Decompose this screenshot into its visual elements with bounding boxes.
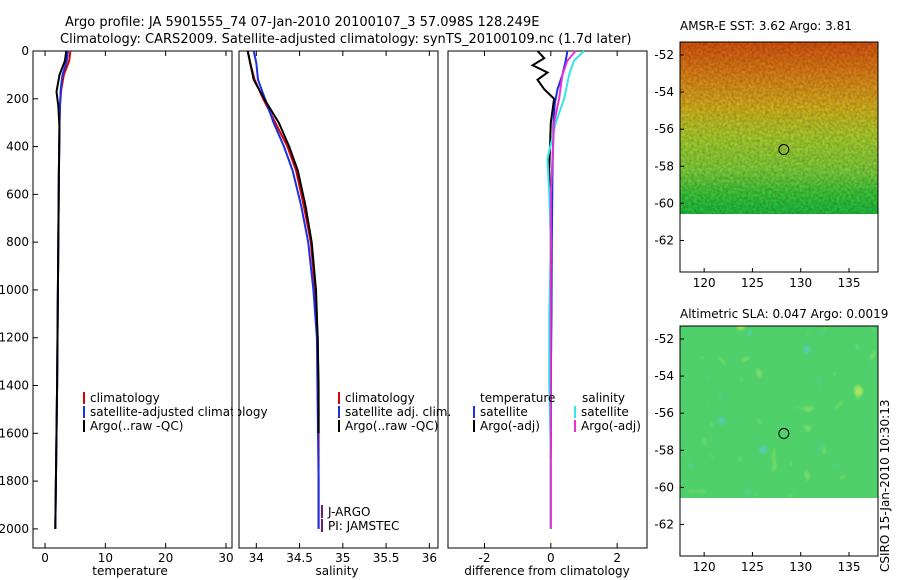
legend-label: climatology — [90, 391, 160, 405]
x-tick-label: 34.5 — [286, 551, 313, 565]
legend-label: satellite adj. clim. — [345, 405, 451, 419]
annotation-line1: J-ARGO — [327, 505, 370, 519]
figure-title-line2: Climatology: CARS2009. Satellite-adjuste… — [60, 32, 632, 47]
y-tick-label: 600 — [6, 187, 29, 201]
y-tick-label: 2000 — [0, 522, 29, 536]
temperature-plot-frame — [32, 50, 233, 549]
temperature-legend: climatology satellite-adjusted climatolo… — [83, 391, 268, 433]
y-tick-label: -62 — [654, 233, 674, 247]
x-tick-label: 36 — [422, 551, 437, 565]
y-tick-label: 1800 — [0, 474, 29, 488]
series-line-argo-raw-qc- — [246, 50, 320, 434]
y-tick-label: 0 — [21, 44, 29, 58]
y-tick-label: 400 — [6, 140, 29, 154]
series-line-climatology — [246, 50, 320, 529]
figure-title-line1: Argo profile: JA 5901555_74 07-Jan-2010 … — [65, 15, 539, 30]
sst-map-title: AMSR-E SST: 3.62 Argo: 3.81 — [680, 19, 852, 33]
sla-map-panel: Altimetric SLA: 0.047 Argo: 0.0019 120 12… — [654, 307, 888, 574]
series-line-satellite-adj-clim- — [252, 50, 320, 529]
salinity-panel: 34 34.5 35 35.5 36 salinity climatology sate… — [238, 50, 451, 578]
y-tick-label: -52 — [654, 332, 674, 346]
legend-label: Argo(-adj) — [581, 419, 641, 433]
legend-title-salinity: salinity — [582, 391, 625, 405]
legend-label: satellite-adjusted climatology — [90, 405, 268, 419]
difference-legend: temperature salinity satellite Argo(-adj… — [473, 391, 641, 433]
series-line-salinity-satellite — [546, 50, 585, 529]
x-tick-label: 2 — [613, 551, 621, 565]
y-tick-label: -58 — [654, 443, 674, 457]
difference-x-label: difference from climatology — [464, 564, 630, 578]
sst-heatmap-texture — [680, 42, 878, 214]
y-tick-label: -58 — [654, 159, 674, 173]
annotation-line2: PI: JAMSTEC — [328, 519, 399, 533]
difference-plot-frame — [447, 50, 648, 549]
y-tick-label: 1600 — [0, 426, 29, 440]
series-line-salinity-argo-adj- — [549, 50, 577, 529]
sla-map-title: Altimetric SLA: 0.047 Argo: 0.0019 — [680, 307, 888, 321]
x-tick-label: 135 — [838, 560, 861, 574]
legend-label: climatology — [345, 391, 415, 405]
x-tick-label: 34 — [249, 551, 264, 565]
temperature-x-label: temperature — [92, 564, 167, 578]
y-tick-label: -56 — [654, 406, 674, 420]
temperature-panel: 0 200 400 600 800 1000 1200 1400 1600 1800 2000 0 10… — [0, 44, 268, 578]
y-tick-label: -54 — [654, 85, 674, 99]
x-tick-label: 120 — [693, 560, 716, 574]
x-tick-label: 130 — [789, 560, 812, 574]
x-tick-label: 130 — [789, 276, 812, 290]
legend-label: satellite — [480, 405, 528, 419]
x-tick-label: 135 — [838, 276, 861, 290]
x-tick-label: 35.5 — [373, 551, 400, 565]
y-tick-label: 1000 — [0, 283, 29, 297]
series-line-argo-raw-qc- — [54, 50, 68, 529]
y-tick-label: -54 — [654, 369, 674, 383]
salinity-x-label: salinity — [315, 564, 358, 578]
sst-argo-location-marker — [778, 144, 790, 156]
x-tick-label: 125 — [741, 560, 764, 574]
legend-label: Argo(..raw -QC) — [90, 419, 183, 433]
y-tick-label: -62 — [654, 517, 674, 531]
x-tick-label: -2 — [478, 551, 490, 565]
legend-label: satellite — [581, 405, 629, 419]
x-tick-label: 125 — [741, 276, 764, 290]
y-tick-label: 800 — [6, 235, 29, 249]
x-tick-label: 10 — [98, 551, 113, 565]
credit-label: CSIRO 15-Jan-2010 10:30:13 — [878, 400, 892, 572]
x-tick-label: 35 — [335, 551, 350, 565]
y-tick-label: 1200 — [0, 331, 29, 345]
difference-panel: -2 0 2 difference from climatology tempera… — [447, 50, 648, 578]
legend-label: Argo(..raw -QC) — [345, 419, 438, 433]
sla-heatmap-highs — [680, 326, 878, 498]
y-tick-label: -56 — [654, 122, 674, 136]
salinity-plot-frame — [238, 50, 439, 549]
y-tick-label: -60 — [654, 480, 674, 494]
x-tick-label: 30 — [218, 551, 233, 565]
x-tick-label: 0 — [547, 551, 555, 565]
y-tick-label: -60 — [654, 196, 674, 210]
sst-map-panel: AMSR-E SST: 3.62 Argo: 3.81 120 125 130 135… — [654, 19, 879, 290]
legend-label: Argo(-adj) — [480, 419, 540, 433]
y-tick-label: 200 — [6, 92, 29, 106]
legend-title-temperature: temperature — [480, 391, 555, 405]
salinity-annotation: J-ARGO PI: JAMSTEC — [321, 505, 399, 533]
x-tick-label: 0 — [41, 551, 49, 565]
x-tick-label: 20 — [158, 551, 173, 565]
y-tick-label: -52 — [654, 48, 674, 62]
sla-argo-location-marker — [778, 428, 790, 440]
salinity-legend: climatology satellite adj. clim. Argo(..… — [338, 391, 451, 433]
y-tick-label: 1400 — [0, 379, 29, 393]
x-tick-label: 120 — [693, 276, 716, 290]
